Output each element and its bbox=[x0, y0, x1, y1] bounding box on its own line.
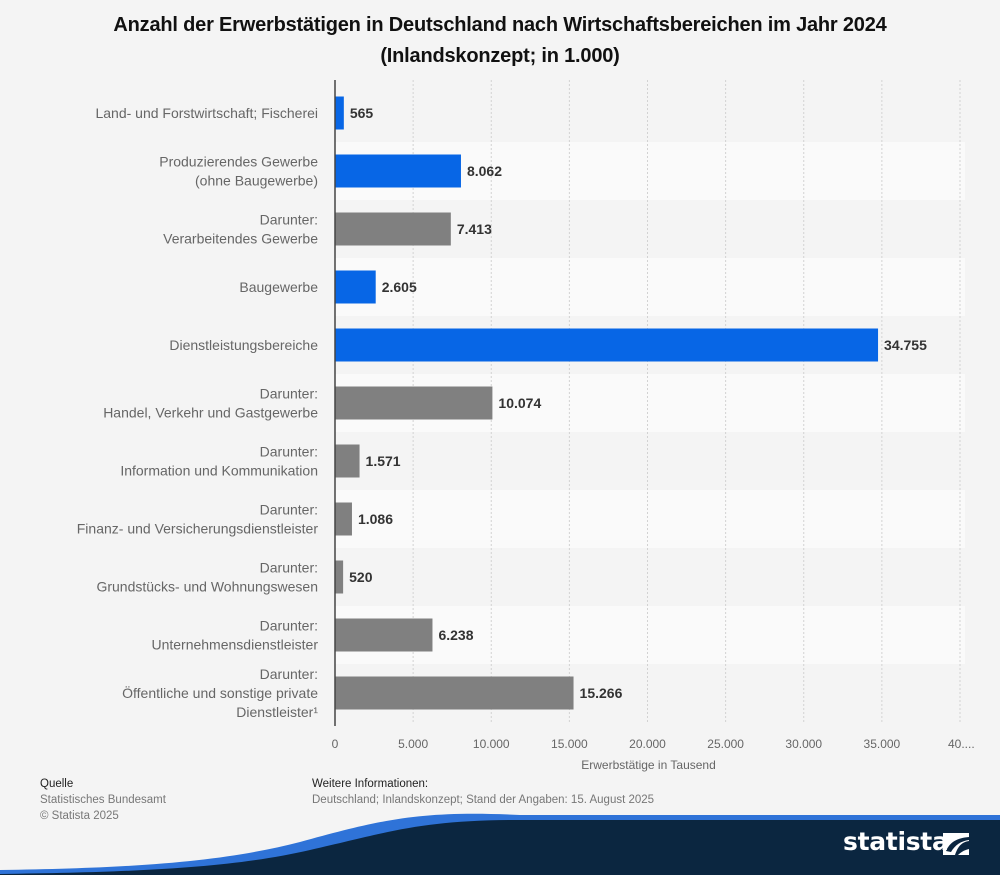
category-label: Land- und Forstwirtschaft; Fischerei bbox=[95, 105, 318, 121]
category-label: Darunter: Information und Kommunikation bbox=[120, 444, 318, 479]
bars bbox=[335, 96, 879, 710]
row-band bbox=[335, 432, 965, 490]
row-bands bbox=[335, 84, 965, 722]
tick-label: 15.000 bbox=[551, 737, 588, 751]
value-labels: 565 8.062 7.413 2.605 34.755 10.074 1.571 1.086… bbox=[349, 105, 927, 701]
bar[interactable] bbox=[335, 270, 376, 304]
bar[interactable] bbox=[335, 618, 433, 652]
category-label: Darunter: Unternehmensdienstleister bbox=[151, 618, 318, 653]
bar[interactable] bbox=[335, 502, 352, 536]
x-axis-title: Erwerbstätige in Tausend bbox=[581, 758, 716, 772]
category-label: Darunter: Handel, Verkehr und Gastgewerbe bbox=[103, 386, 318, 421]
row-band bbox=[335, 548, 965, 606]
chart-title: Anzahl der Erwerbstätigen in Deutschland… bbox=[113, 14, 887, 67]
category-label: Darunter: Finanz- und Versicherungsdienst… bbox=[77, 502, 319, 537]
bar[interactable] bbox=[335, 328, 879, 362]
tick-label: 20.000 bbox=[629, 737, 666, 751]
tick-label: 5.000 bbox=[398, 737, 428, 751]
category-label: Dienstleistungsbereiche bbox=[169, 337, 318, 353]
value-label: 7.413 bbox=[457, 221, 492, 237]
tick-label: 30.000 bbox=[785, 737, 822, 751]
category-label: Baugewerbe bbox=[239, 279, 318, 295]
bar[interactable] bbox=[335, 154, 461, 188]
bar[interactable] bbox=[335, 560, 344, 594]
tick-label: 25.000 bbox=[707, 737, 744, 751]
tick-label: 0 bbox=[332, 737, 339, 751]
value-label: 8.062 bbox=[467, 163, 502, 179]
value-label: 1.571 bbox=[366, 453, 401, 469]
tick-label: 40.... bbox=[948, 737, 975, 751]
category-label: Darunter: Grundstücks- und Wohnungswesen bbox=[96, 560, 318, 595]
value-label: 520 bbox=[349, 569, 373, 585]
source-text[interactable]: Statistisches Bundesamt bbox=[40, 794, 166, 806]
info-block: Weitere Informationen: Deutschland; Inla… bbox=[312, 776, 654, 808]
category-label: Darunter: Verarbeitendes Gewerbe bbox=[163, 212, 318, 247]
category-labels: Land- und Forstwirtschaft; Fischerei Prod… bbox=[77, 105, 319, 720]
value-label: 15.266 bbox=[580, 685, 623, 701]
row-band bbox=[335, 84, 965, 142]
bar[interactable] bbox=[335, 96, 344, 130]
info-text: Deutschland; Inlandskonzept; Stand der A… bbox=[312, 794, 655, 806]
bar[interactable] bbox=[335, 444, 360, 478]
category-label: Darunter: Öffentliche und sonstige privat… bbox=[122, 666, 318, 720]
row-band bbox=[335, 258, 965, 316]
category-label: Produzierendes Gewerbe (ohne Baugewerbe) bbox=[159, 154, 318, 189]
statista-logo-text[interactable]: statista bbox=[843, 827, 949, 856]
row-band bbox=[335, 606, 965, 664]
value-label: 6.238 bbox=[438, 627, 473, 643]
value-label: 34.755 bbox=[884, 337, 927, 353]
info-heading: Weitere Informationen: bbox=[312, 778, 429, 790]
value-label: 1.086 bbox=[358, 511, 393, 527]
bar[interactable] bbox=[335, 386, 493, 420]
copyright-text: © Statista 2025 bbox=[40, 810, 119, 822]
source-block: Quelle Statistisches Bundesamt © Statist… bbox=[40, 776, 166, 824]
source-heading: Quelle bbox=[40, 778, 74, 790]
bar[interactable] bbox=[335, 676, 574, 710]
row-band bbox=[335, 490, 965, 548]
value-label: 2.605 bbox=[382, 279, 417, 295]
value-label: 10.074 bbox=[498, 395, 541, 411]
tick-label: 35.000 bbox=[864, 737, 901, 751]
tick-label: 10.000 bbox=[473, 737, 510, 751]
value-label: 565 bbox=[350, 105, 374, 121]
bar[interactable] bbox=[335, 212, 451, 246]
x-axis-ticks: 0 5.000 10.000 15.000 20.000 25.000 30.000 35.0… bbox=[332, 737, 975, 751]
